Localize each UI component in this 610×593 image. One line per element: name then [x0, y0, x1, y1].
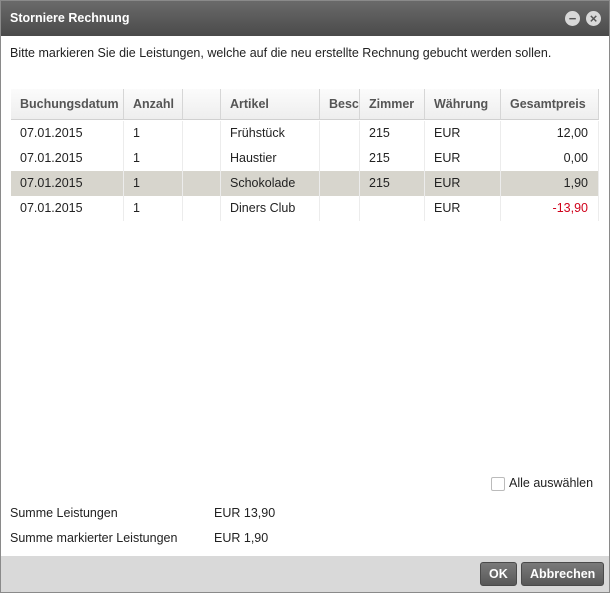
table-cell: 07.01.2015	[11, 196, 124, 221]
column-header[interactable]: Artikel	[221, 89, 320, 120]
table-cell	[183, 171, 221, 196]
table-cell: Diners Club	[221, 196, 320, 221]
summary-value: EUR 13,90	[214, 506, 276, 520]
table-cell	[183, 196, 221, 221]
column-header[interactable]: Zimmer	[360, 89, 425, 120]
cancel-button[interactable]: Abbrechen	[521, 562, 605, 586]
table-cell	[360, 196, 425, 221]
table-cell: 215	[360, 146, 425, 171]
table-row[interactable]: 07.01.2015 1 Diners Club EUR -13,90	[11, 196, 599, 221]
column-header[interactable]: Buchungsdatum	[11, 89, 124, 120]
table-cell: -13,90	[501, 196, 599, 221]
select-all-checkbox[interactable]	[491, 477, 505, 491]
close-button[interactable]: ×	[586, 11, 601, 26]
summary-label: Summe markierter Leistungen	[10, 531, 178, 545]
column-header[interactable]: Währung	[425, 89, 501, 120]
table-cell: Haustier	[221, 146, 320, 171]
column-header	[183, 89, 221, 120]
table-cell: 215	[360, 121, 425, 146]
table-cell: 0,00	[501, 146, 599, 171]
table-cell: 1,90	[501, 171, 599, 196]
table-cell: 12,00	[501, 121, 599, 146]
table-cell	[320, 171, 360, 196]
table-cell: 1	[124, 121, 183, 146]
table-cell: EUR	[425, 146, 501, 171]
column-header[interactable]: Gesamtpreis	[501, 89, 599, 120]
table-cell: 1	[124, 146, 183, 171]
summary-label: Summe Leistungen	[10, 506, 118, 520]
dialog-title: Storniere Rechnung	[10, 11, 130, 25]
table-cell: EUR	[425, 196, 501, 221]
instruction: Bitte markieren Sie die Leistungen, welc…	[10, 46, 552, 60]
table-cell	[320, 121, 360, 146]
table-cell	[320, 146, 360, 171]
table-cell: EUR	[425, 171, 501, 196]
title-bar	[1, 1, 609, 36]
column-header[interactable]: Besc	[320, 89, 360, 120]
table-row[interactable]: 07.01.2015 1 Schokolade 215 EUR 1,90	[11, 171, 599, 196]
table-cell: 1	[124, 196, 183, 221]
table-row[interactable]: 07.01.2015 1 Haustier 215 EUR 0,00	[11, 146, 599, 171]
select-all-label[interactable]: Alle auswählen	[509, 476, 594, 490]
summary-value: EUR 1,90	[214, 531, 269, 545]
column-header[interactable]: Anzahl	[124, 89, 183, 120]
table-cell	[320, 196, 360, 221]
table-cell: EUR	[425, 121, 501, 146]
table-cell: 07.01.2015	[11, 146, 124, 171]
table-cell: Schokolade	[221, 171, 320, 196]
footer	[1, 556, 609, 592]
table-cell: Frühstück	[221, 121, 320, 146]
table-cell: 07.01.2015	[11, 171, 124, 196]
table-cell	[183, 121, 221, 146]
ok-button[interactable]: OK	[480, 562, 517, 586]
minimize-button[interactable]: −	[565, 11, 580, 26]
table: Buchungsdatum Anzahl Artikel Besc Zimmer Währ…	[11, 89, 599, 469]
table-cell: 1	[124, 171, 183, 196]
table-row[interactable]: 07.01.2015 1 Frühstück 215 EUR 12,00	[11, 121, 599, 146]
table-cell	[183, 146, 221, 171]
table-cell: 215	[360, 171, 425, 196]
table-cell: 07.01.2015	[11, 121, 124, 146]
